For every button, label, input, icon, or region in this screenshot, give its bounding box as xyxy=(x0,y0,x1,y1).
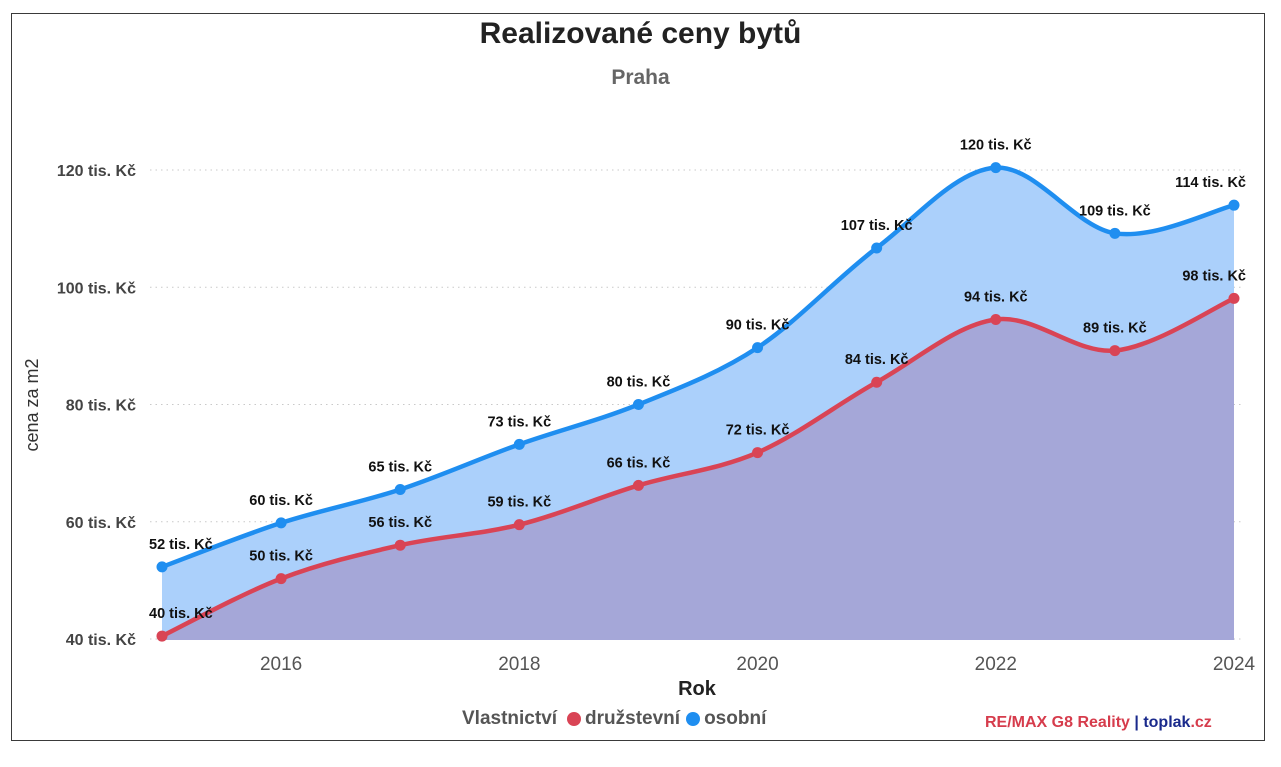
point-osobni-2021 xyxy=(871,242,883,254)
data-label-druzstevni-2020: 72 tis. Kč xyxy=(726,423,790,439)
data-label-druzstevni-2017: 56 tis. Kč xyxy=(368,515,432,531)
point-druzstevni-2023 xyxy=(1109,345,1121,357)
point-osobni-2023 xyxy=(1109,227,1121,239)
point-osobni-2015 xyxy=(156,561,168,573)
point-osobni-2020 xyxy=(752,342,764,354)
data-label-osobni-2020: 90 tis. Kč xyxy=(726,318,790,334)
data-label-druzstevni-2021: 84 tis. Kč xyxy=(845,352,909,368)
line-druzstevni xyxy=(161,296,1235,639)
x-tick-label: 2018 xyxy=(498,654,540,675)
legend-item-druzstevni[interactable]: družstevní xyxy=(567,708,680,730)
y-tick-label: 60 tis. Kč xyxy=(66,515,136,532)
legend-label-druzstevni: družstevní xyxy=(585,708,681,729)
point-osobni-2016 xyxy=(275,517,287,529)
point-druzstevni-2021 xyxy=(871,376,883,388)
data-label-druzstevni-2019: 66 tis. Kč xyxy=(607,455,671,471)
brand-credit: RE/MAX G8 Reality | toplak.cz xyxy=(985,714,1212,732)
chart-subtitle: Praha xyxy=(611,66,670,89)
brand-separator: | xyxy=(1129,714,1144,731)
y-axis-title: cena za m2 xyxy=(22,358,42,451)
data-label-osobni-2023: 109 tis. Kč xyxy=(1079,203,1151,219)
point-druzstevni-2022 xyxy=(990,313,1002,325)
legend-title[interactable]: Vlastnictví xyxy=(462,708,558,729)
data-label-osobni-2024: 114 tis. Kč xyxy=(1175,175,1246,191)
y-tick-label: 80 tis. Kč xyxy=(66,398,136,415)
data-label-druzstevni-2018: 59 tis. Kč xyxy=(487,495,551,511)
area-druzstevni xyxy=(162,298,1234,640)
data-label-osobni-2018: 73 tis. Kč xyxy=(487,414,551,430)
y-tick-label: 120 tis. Kč xyxy=(57,163,136,180)
brand-toplak: toplak xyxy=(1143,714,1191,731)
legend-label-osobni: osobní xyxy=(704,708,767,729)
point-druzstevni-2016 xyxy=(275,573,287,585)
brand-remax-name: MAX G8 Reality xyxy=(1011,714,1130,731)
data-label-druzstevni-2023: 89 tis. Kč xyxy=(1083,321,1147,337)
line-osobni xyxy=(161,165,1235,570)
point-osobni-2022 xyxy=(990,162,1002,174)
point-druzstevni-2017 xyxy=(394,539,406,551)
data-label-osobni-2022: 120 tis. Kč xyxy=(960,138,1032,154)
y-tick-label: 40 tis. Kč xyxy=(66,632,136,649)
point-osobni-2024 xyxy=(1228,199,1240,211)
point-druzstevni-2019 xyxy=(632,479,644,491)
data-label-osobni-2017: 65 tis. Kč xyxy=(368,460,432,476)
point-druzstevni-2015 xyxy=(156,630,168,642)
data-label-osobni-2021: 107 tis. Kč xyxy=(841,218,913,234)
point-druzstevni-2024 xyxy=(1228,292,1240,304)
x-tick-label: 2024 xyxy=(1213,654,1256,675)
y-tick-label: 100 tis. Kč xyxy=(57,280,136,297)
legend: Vlastnictví družstevní osobní xyxy=(462,708,772,730)
point-osobni-2017 xyxy=(394,484,406,496)
legend-item-osobni[interactable]: osobní xyxy=(686,708,766,730)
data-label-osobni-2019: 80 tis. Kč xyxy=(607,375,671,391)
legend-dot-osobni xyxy=(686,712,701,726)
point-druzstevni-2018 xyxy=(513,519,525,531)
data-label-druzstevni-2016: 50 tis. Kč xyxy=(249,549,313,565)
brand-remax-re: RE/ xyxy=(985,714,1012,731)
point-osobni-2018 xyxy=(513,438,525,450)
data-label-druzstevni-2015: 40 tis. Kč xyxy=(149,606,213,622)
chart-title: Realizované ceny bytů xyxy=(479,17,802,50)
data-label-osobni-2015: 52 tis. Kč xyxy=(149,537,213,553)
data-label-osobni-2016: 60 tis. Kč xyxy=(249,493,313,509)
x-tick-label: 2022 xyxy=(975,654,1017,675)
legend-dot-druzstevni xyxy=(567,712,582,726)
point-osobni-2019 xyxy=(632,399,644,410)
point-druzstevni-2020 xyxy=(752,447,764,459)
data-label-druzstevni-2022: 94 tis. Kč xyxy=(964,289,1028,305)
x-tick-label: 2020 xyxy=(736,654,778,675)
data-label-druzstevni-2024: 98 tis. Kč xyxy=(1182,268,1246,284)
x-axis-title: Rok xyxy=(678,678,717,700)
brand-toplak-tld: .cz xyxy=(1190,714,1212,731)
x-tick-label: 2016 xyxy=(260,654,302,675)
